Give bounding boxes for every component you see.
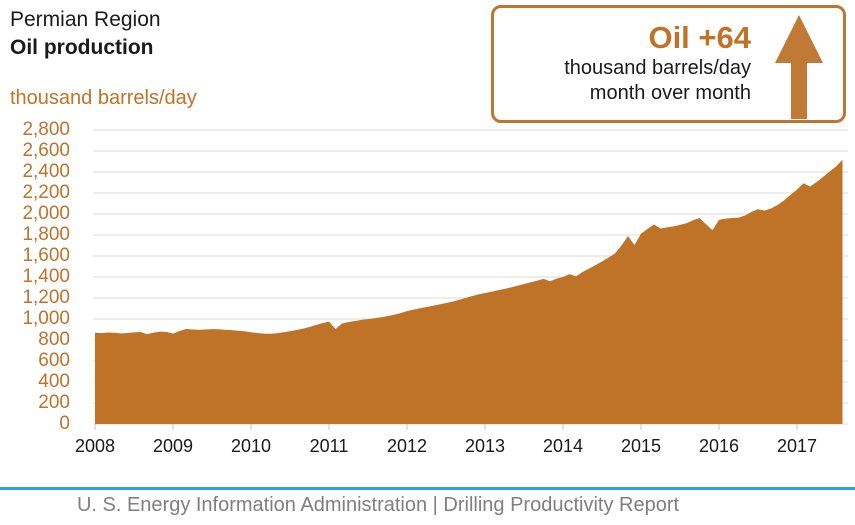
callout-unit-line: thousand barrels/day: [564, 57, 751, 79]
x-axis-tick-label: 2011: [309, 436, 349, 456]
callout-text-block: Oil +64 thousand barrels/day month over …: [564, 20, 751, 106]
y-axis-tick-label: 2,000: [22, 203, 70, 224]
region-title: Permian Region: [10, 8, 161, 31]
x-axis-tick-label: 2009: [152, 436, 194, 456]
y-axis-tick-label: 1,000: [22, 308, 70, 329]
y-axis-tick-label: 2,800: [22, 119, 70, 140]
y-axis-tick-label: 0: [59, 413, 70, 434]
y-axis-tick-label: 1,600: [22, 245, 70, 266]
callout-headline: Oil +64: [648, 20, 751, 55]
callout-box: Oil +64 thousand barrels/day month over …: [491, 5, 846, 123]
x-axis-tick-label: 2008: [74, 436, 116, 456]
y-axis-tick-label: 1,200: [22, 287, 70, 308]
y-axis-tick-label: 1,400: [22, 266, 70, 287]
x-axis-tick-label: 2016: [698, 436, 740, 456]
y-axis-tick-label: 2,200: [22, 182, 70, 203]
up-arrow-icon: [775, 15, 823, 119]
y-axis-tick-label: 2,400: [22, 161, 70, 182]
y-axis-unit-label: thousand barrels/day: [10, 87, 197, 109]
y-axis-tick-label: 800: [38, 329, 70, 350]
y-axis-tick-label: 200: [38, 392, 70, 413]
x-axis-tick-label: 2010: [230, 436, 272, 456]
x-axis-tick-label: 2012: [386, 436, 428, 456]
y-axis-tick-label: 1,800: [22, 224, 70, 245]
footer-source-text: U. S. Energy Information Administration …: [76, 494, 680, 516]
area-series: [95, 159, 843, 425]
chart-title-block: Permian Region Oil production: [10, 6, 161, 62]
x-axis-tick-label: 2015: [620, 436, 662, 456]
x-axis-tick-label: 2013: [464, 436, 506, 456]
y-axis-tick-label: 400: [38, 371, 70, 392]
metric-title: Oil production: [10, 36, 154, 59]
y-axis-tick-label: 2,600: [22, 140, 70, 161]
x-axis-tick-label: 2017: [776, 436, 818, 456]
y-axis-tick-label: 600: [38, 350, 70, 371]
x-axis-tick-label: 2014: [542, 436, 584, 456]
footer: U. S. Energy Information Administration …: [0, 487, 855, 517]
callout-period-line: month over month: [589, 82, 751, 104]
